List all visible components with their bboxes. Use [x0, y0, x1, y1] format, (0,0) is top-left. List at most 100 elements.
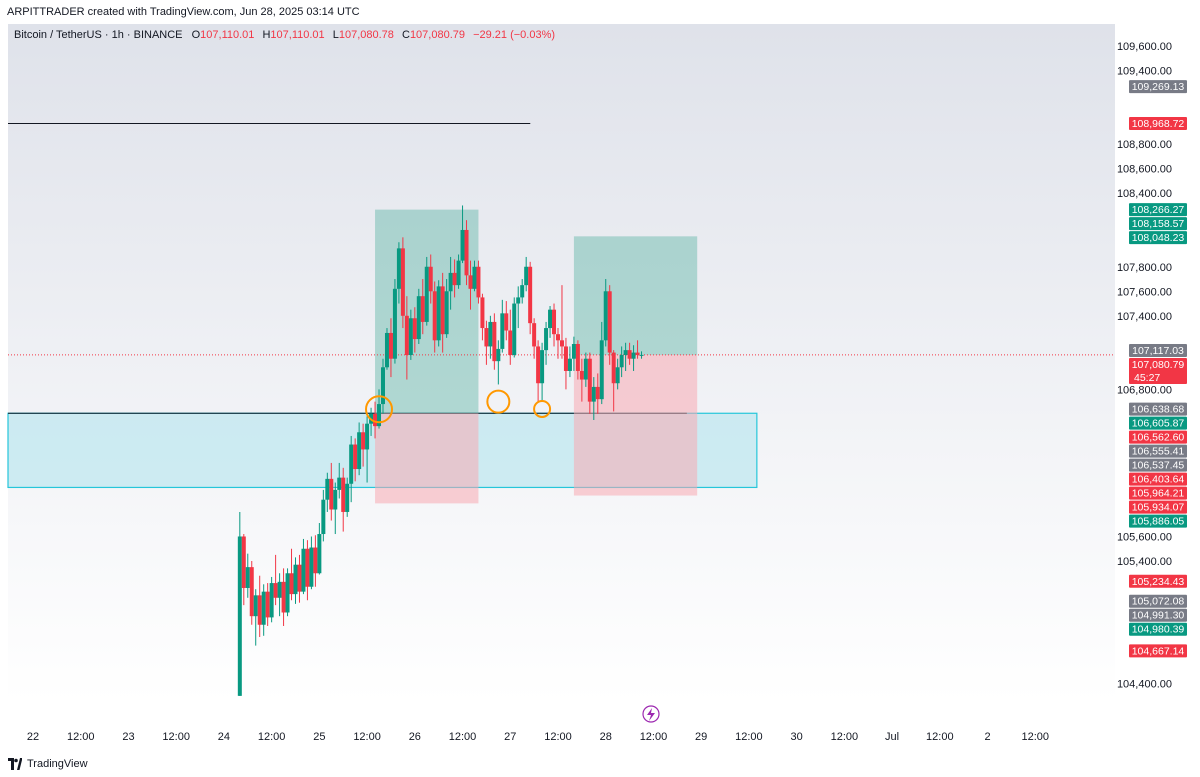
price-chart[interactable]: Bitcoin / TetherUS · 1h · BINANCE O107,1… [0, 24, 1200, 752]
candle-body[interactable] [428, 266, 433, 292]
candle-body[interactable] [579, 370, 584, 380]
candle-body[interactable] [237, 536, 242, 696]
candle-body[interactable] [305, 548, 310, 587]
candle-body[interactable] [583, 358, 588, 380]
candle-body[interactable] [635, 352, 640, 356]
candle-body[interactable] [317, 534, 322, 574]
candle-body[interactable] [416, 296, 421, 340]
candle-body[interactable] [257, 595, 262, 625]
candle-body[interactable] [245, 567, 250, 588]
candle-body[interactable] [571, 343, 576, 359]
candle-body[interactable] [297, 564, 302, 592]
candle-body[interactable] [639, 354, 644, 356]
candle-body[interactable] [587, 358, 592, 402]
candle-body[interactable] [269, 583, 274, 618]
candle-body[interactable] [476, 266, 481, 298]
candle-body[interactable] [480, 297, 485, 329]
candle-body[interactable] [392, 288, 397, 359]
candle-body[interactable] [396, 248, 401, 289]
candle-body[interactable] [309, 547, 314, 587]
candle-body[interactable] [536, 346, 541, 384]
candle-body[interactable] [400, 248, 405, 316]
candle-body[interactable] [532, 323, 537, 347]
candle-body[interactable] [241, 536, 246, 588]
candle-body[interactable] [559, 340, 564, 347]
candle-body[interactable] [484, 328, 489, 347]
candle-body[interactable] [631, 352, 636, 359]
candle-body[interactable] [508, 330, 513, 356]
candle-body[interactable] [464, 229, 469, 276]
candle-body[interactable] [420, 296, 425, 322]
candle-body[interactable] [567, 358, 572, 371]
highlight-circle-3[interactable] [533, 399, 552, 418]
candle-body[interactable] [289, 573, 294, 595]
candle-body[interactable] [313, 547, 318, 574]
candle-body[interactable] [377, 404, 382, 427]
candle-body[interactable] [337, 477, 342, 490]
lightning-icon[interactable] [642, 705, 660, 723]
candle-body[interactable] [265, 591, 270, 618]
candle-body[interactable] [329, 478, 334, 510]
long-position-stop-1[interactable] [375, 413, 479, 504]
candle-body[interactable] [615, 367, 620, 384]
candle-body[interactable] [432, 291, 437, 341]
candle-body[interactable] [524, 266, 529, 286]
candle-body[interactable] [273, 583, 278, 598]
candle-body[interactable] [452, 272, 457, 286]
candle-body[interactable] [563, 346, 568, 371]
candle-body[interactable] [468, 275, 473, 289]
candle-body[interactable] [528, 266, 533, 324]
long-position-target-2[interactable] [573, 236, 698, 356]
candle-body[interactable] [325, 478, 330, 500]
candle-body[interactable] [512, 303, 517, 356]
candle-body[interactable] [249, 567, 254, 617]
candle-body[interactable] [424, 266, 429, 322]
candle-body[interactable] [627, 350, 632, 359]
candle-body[interactable] [456, 260, 461, 286]
candle-body[interactable] [321, 499, 326, 535]
highlight-circle-1[interactable] [365, 395, 394, 424]
candle-body[interactable] [603, 291, 608, 341]
candle-body[interactable] [341, 477, 346, 512]
candle-body[interactable] [472, 266, 477, 289]
candle-body[interactable] [301, 548, 306, 592]
candle-body[interactable] [349, 444, 354, 484]
candle-body[interactable] [548, 309, 553, 329]
candle-body[interactable] [373, 413, 378, 427]
candle-body[interactable] [540, 350, 545, 384]
candle-body[interactable] [488, 321, 493, 347]
candle-body[interactable] [381, 367, 385, 405]
candle-body[interactable] [408, 318, 413, 356]
candle-body[interactable] [253, 595, 258, 617]
candle-body[interactable] [544, 328, 549, 351]
candle-body[interactable] [619, 355, 624, 368]
candle-body[interactable] [520, 285, 525, 298]
candle-body[interactable] [492, 321, 497, 362]
candle-body[interactable] [607, 291, 612, 353]
candle-body[interactable] [357, 432, 362, 470]
candle-body[interactable] [436, 286, 441, 341]
candle-body[interactable] [552, 309, 557, 335]
candle-body[interactable] [345, 483, 350, 512]
candle-body[interactable] [556, 334, 560, 341]
candle-body[interactable] [281, 581, 286, 613]
candle-body[interactable] [412, 318, 417, 340]
long-position-stop-2[interactable] [573, 355, 698, 496]
candle-body[interactable] [440, 286, 445, 335]
candle-body[interactable] [504, 313, 509, 331]
candle-body[interactable] [460, 229, 465, 261]
candle-body[interactable] [595, 386, 600, 400]
candle-body[interactable] [516, 297, 521, 304]
highlight-circle-2[interactable] [486, 389, 511, 414]
candle-body[interactable] [575, 343, 580, 371]
candle-body[interactable] [611, 352, 616, 384]
candle-body[interactable] [353, 444, 358, 470]
candle-body[interactable] [496, 348, 501, 362]
candle-body[interactable] [623, 350, 628, 356]
candle-body[interactable] [448, 272, 453, 292]
candle-body[interactable] [333, 489, 338, 510]
candle-body[interactable] [444, 291, 449, 335]
candle-body[interactable] [277, 581, 282, 598]
candle-body[interactable] [500, 313, 505, 349]
candle-body[interactable] [404, 315, 409, 356]
